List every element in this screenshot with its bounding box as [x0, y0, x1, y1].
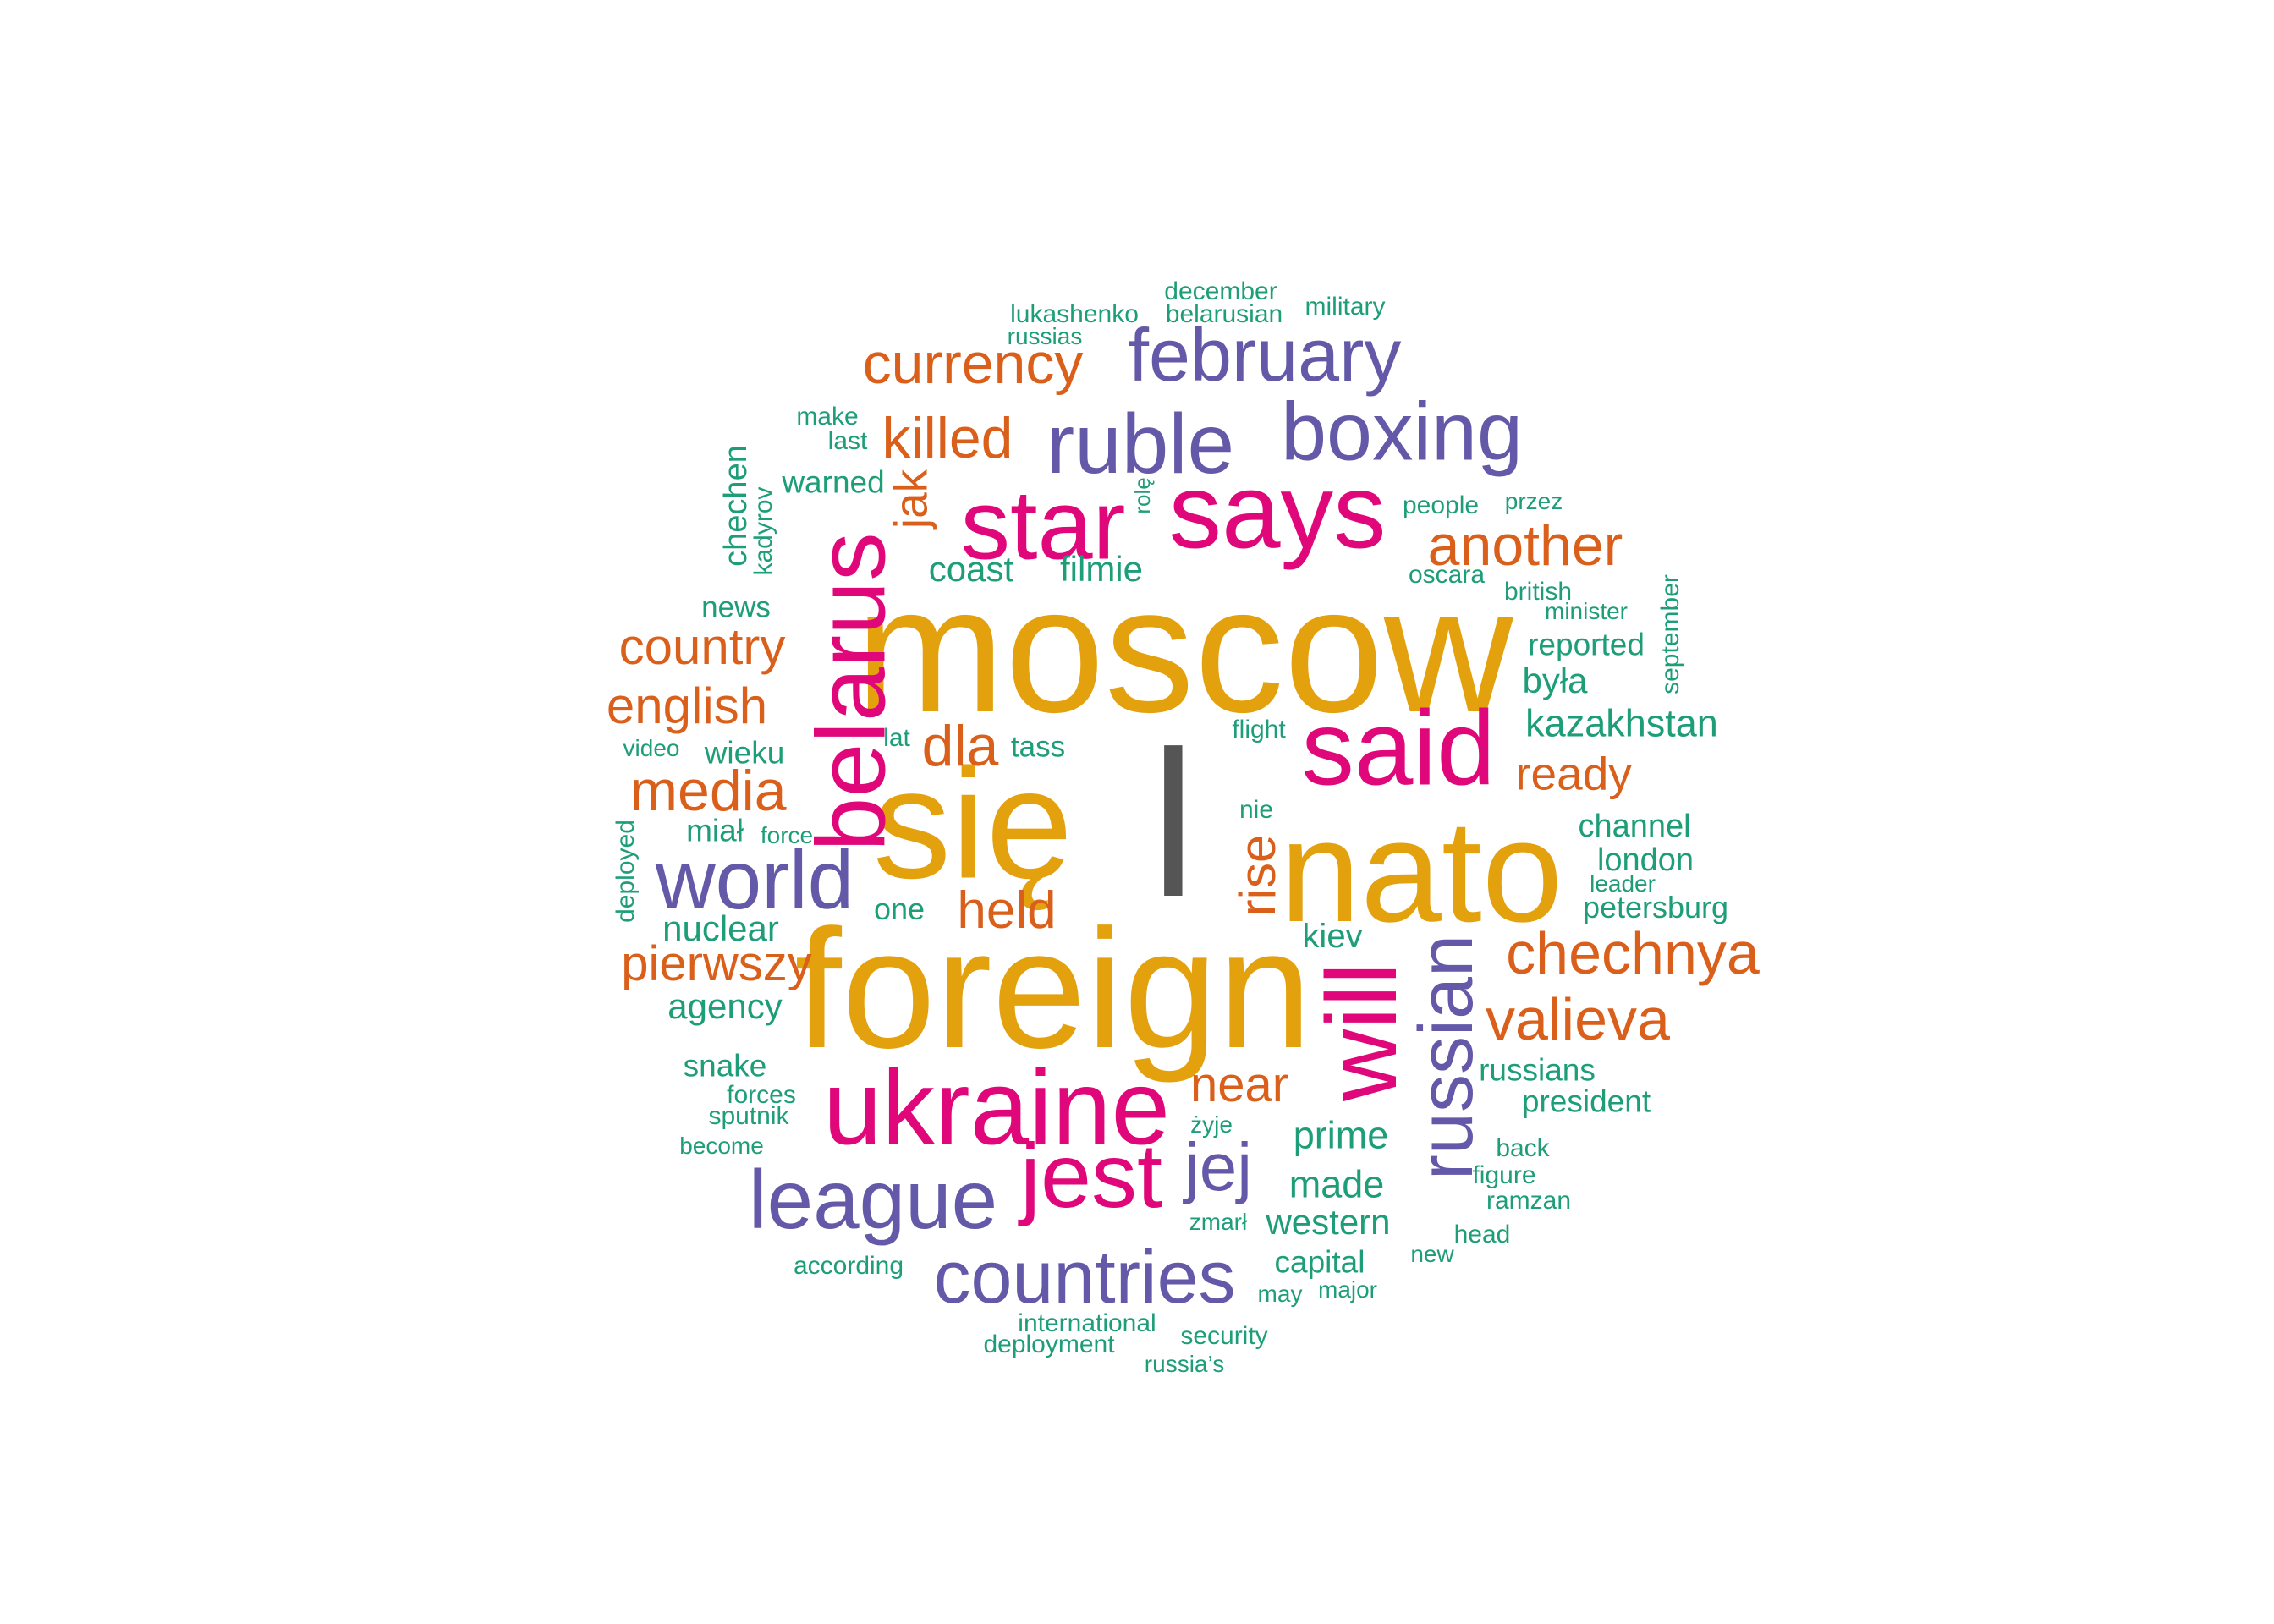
word-30: valieva — [1486, 986, 1670, 1052]
word-10: jest — [1019, 1124, 1163, 1226]
word-92: capital — [1274, 1244, 1365, 1280]
word-60: tass — [1010, 730, 1066, 764]
word-26: dla — [921, 714, 999, 778]
word-12: ruble — [1046, 397, 1235, 491]
word-1: foreign — [794, 895, 1312, 1084]
word-0: moscow — [855, 549, 1513, 749]
word-24: english — [606, 678, 768, 734]
word-88: western — [1266, 1202, 1391, 1242]
word-59: lat — [883, 724, 910, 752]
word-74: agency — [667, 986, 783, 1026]
word-71: one — [873, 892, 926, 926]
word-18: jej — [1184, 1129, 1253, 1204]
word-43: chechen — [718, 445, 754, 567]
word-53: september — [1656, 574, 1684, 694]
word-91: according — [793, 1252, 904, 1280]
word-34: jak — [884, 469, 937, 529]
word-52: minister — [1544, 598, 1629, 624]
word-97: deployment — [983, 1330, 1115, 1358]
word-40: make — [796, 403, 859, 431]
word-61: video — [623, 735, 680, 761]
word-41: last — [827, 427, 868, 455]
word-20: currency — [862, 332, 1084, 396]
word-93: may — [1257, 1281, 1303, 1307]
word-85: made — [1288, 1162, 1385, 1206]
word-35: december — [1164, 277, 1277, 305]
word-78: president — [1521, 1084, 1651, 1119]
word-45: rolę — [1129, 477, 1155, 514]
word-44: kadyrov — [750, 486, 777, 576]
word-90: new — [1410, 1241, 1454, 1267]
word-7: star — [960, 469, 1126, 580]
word-9: ukraine — [823, 1049, 1170, 1167]
word-49: filmie — [1059, 549, 1144, 589]
word-81: prime — [1293, 1113, 1389, 1157]
word-37: belarusian — [1165, 300, 1283, 328]
word-96: security — [1180, 1322, 1268, 1350]
word-27: held — [957, 881, 1057, 940]
word-83: back — [1496, 1134, 1550, 1162]
word-94: major — [1317, 1276, 1378, 1303]
word-28: pierwszy — [621, 936, 812, 991]
word-98: russia’s — [1144, 1351, 1225, 1377]
word-51: british — [1503, 578, 1573, 606]
word-25: media — [629, 759, 787, 823]
word-75: snake — [683, 1048, 767, 1084]
word-17: countries — [933, 1235, 1236, 1319]
word-87: zmarł — [1189, 1209, 1248, 1235]
word-39: russias — [1007, 323, 1083, 349]
word-16: league — [748, 1153, 998, 1246]
word-54: news — [701, 590, 771, 624]
word-11: will — [1306, 963, 1418, 1101]
word-48: coast — [928, 549, 1014, 589]
word-3: nato — [1279, 790, 1563, 952]
word-22: another — [1427, 513, 1623, 578]
word-38: military — [1305, 293, 1386, 321]
word-66: force — [760, 822, 814, 848]
word-62: wieku — [704, 735, 785, 771]
word-21: killed — [882, 406, 1013, 470]
word-79: sputnik — [708, 1102, 789, 1130]
word-42: warned — [782, 464, 885, 500]
word-15: world — [655, 833, 854, 926]
word-5: said — [1301, 689, 1496, 808]
word-70: petersburg — [1582, 890, 1729, 924]
word-6: says — [1168, 453, 1387, 571]
word-67: london — [1596, 842, 1695, 878]
word-82: become — [679, 1133, 764, 1159]
word-19: russian — [1404, 934, 1489, 1181]
word-13: boxing — [1281, 385, 1523, 478]
word-56: była — [1522, 661, 1588, 700]
word-65: miał — [686, 813, 744, 848]
word-77: forces — [727, 1081, 796, 1109]
word-33: rise — [1229, 834, 1286, 917]
word-36: lukashenko — [1010, 300, 1139, 328]
word-29: chechnya — [1506, 920, 1760, 986]
word-8: belarus — [797, 532, 906, 852]
word-46: people — [1402, 491, 1480, 519]
word-89: head — [1453, 1221, 1511, 1248]
word-32: ready — [1515, 747, 1632, 800]
word-73: kiev — [1302, 918, 1363, 955]
word-50: oscara — [1408, 561, 1486, 589]
word-47: przez — [1504, 488, 1563, 514]
word-63: nie — [1239, 796, 1274, 824]
word-72: nuclear — [662, 908, 779, 948]
word-80: żyje — [1190, 1111, 1233, 1138]
word-86: ramzan — [1486, 1187, 1572, 1215]
word-95: international — [1018, 1309, 1156, 1337]
word-55: reported — [1528, 627, 1645, 662]
word-58: flight — [1232, 716, 1286, 743]
word-31: near — [1189, 1057, 1289, 1112]
word-68: deployed — [612, 820, 640, 923]
word-57: kazakhstan — [1525, 701, 1718, 745]
word-64: channel — [1578, 809, 1691, 844]
word-23: country — [618, 618, 786, 675]
word-69: leader — [1590, 870, 1656, 897]
word-14: february — [1128, 313, 1402, 397]
word-84: figure — [1472, 1161, 1536, 1189]
word-76: russians — [1479, 1052, 1596, 1088]
word-2: się — [872, 737, 1074, 912]
